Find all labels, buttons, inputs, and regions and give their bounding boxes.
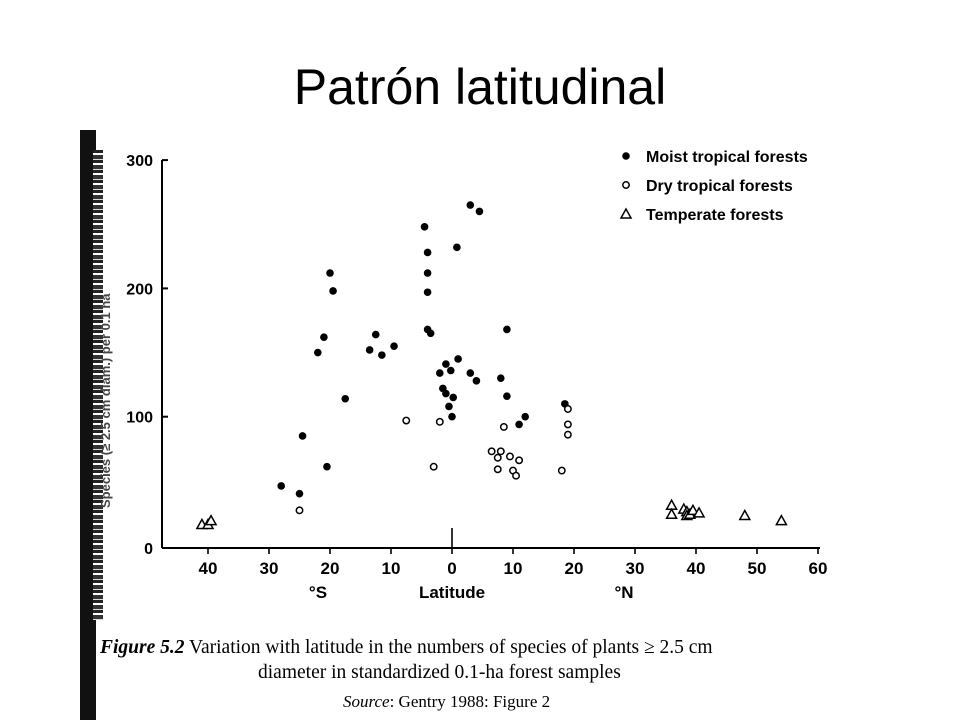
data-point-filled-circle [442, 389, 450, 398]
data-point-filled-circle [323, 462, 331, 471]
source-label: Source [343, 692, 390, 711]
figure-caption: Figure 5.2 Variation with latitude in th… [100, 637, 713, 659]
x-tick-label: 30 [626, 559, 645, 578]
y-tick-label: 300 [126, 153, 153, 170]
data-point-open-triangle [775, 514, 788, 526]
north-hemisphere-label: °N [614, 583, 633, 602]
data-point-filled-circle [466, 369, 475, 377]
x-tick-label: 30 [260, 559, 279, 578]
legend-marker-open-triangle [619, 207, 633, 219]
data-point-open-circle [563, 430, 572, 439]
data-point-open-circle [496, 447, 505, 456]
legend-entry: Temperate forests [646, 207, 784, 224]
data-point-open-circle [515, 456, 524, 465]
legend-entry: Dry tropical forests [646, 178, 793, 195]
scanned-figure [80, 130, 880, 720]
data-point-filled-circle [423, 269, 432, 277]
x-tick-label: 60 [809, 559, 828, 578]
data-point-filled-circle [298, 432, 307, 440]
data-point-filled-circle [378, 351, 386, 359]
data-point-open-triangle [204, 514, 218, 526]
chart-marks [195, 201, 788, 530]
data-point-filled-circle [454, 355, 462, 363]
legend-marker-filled-circle [622, 152, 630, 160]
data-point-filled-circle [446, 366, 455, 375]
y-axis-label: Species (≥ 2.5 cm diam.) per 0.1 ha [98, 293, 113, 508]
legend-entry: Moist tropical forests [646, 149, 808, 166]
data-point-filled-circle [420, 223, 429, 231]
data-point-filled-circle [521, 412, 529, 421]
data-point-open-circle [402, 416, 411, 425]
x-axis-label: Latitude [419, 583, 485, 602]
scan-border [80, 130, 96, 720]
data-point-open-circle [499, 423, 508, 431]
data-point-open-circle [487, 447, 496, 456]
y-tick-label: 100 [126, 410, 153, 427]
data-point-filled-circle [453, 243, 461, 252]
x-tick-label: 40 [687, 559, 706, 578]
caption-line-1: Variation with latitude in the numbers o… [189, 637, 713, 658]
data-point-filled-circle [371, 330, 380, 339]
data-point-filled-circle [497, 374, 505, 383]
legend-marker-open-circle [622, 181, 630, 189]
data-point-filled-circle [472, 376, 481, 385]
figure-source: Source: Gentry 1988: Figure 2 [343, 692, 550, 712]
data-point-open-circle [295, 506, 304, 515]
data-point-open-triangle [692, 506, 706, 518]
data-point-filled-circle [475, 207, 484, 216]
data-point-filled-circle [448, 412, 456, 421]
data-point-open-circle [493, 465, 502, 474]
data-point-open-circle [493, 453, 502, 462]
data-point-open-circle [429, 462, 438, 471]
data-point-open-triangle [665, 507, 678, 519]
data-point-filled-circle [320, 333, 328, 341]
y-tick-label: 0 [144, 541, 153, 558]
figure-label: Figure 5.2 [100, 637, 185, 658]
data-point-filled-circle [329, 287, 337, 295]
x-tick-label: 20 [565, 559, 584, 578]
data-point-open-triangle [738, 508, 752, 521]
data-point-open-triangle [686, 503, 700, 516]
data-point-open-circle [563, 405, 572, 413]
data-point-filled-circle [436, 369, 444, 377]
data-point-filled-circle [314, 348, 322, 357]
data-point-filled-circle [365, 346, 374, 354]
data-point-open-circle [563, 420, 572, 429]
data-point-filled-circle [442, 360, 450, 368]
data-point-filled-circle [466, 201, 475, 209]
data-point-filled-circle [426, 329, 435, 338]
south-hemisphere-label: °S [309, 583, 327, 602]
caption-line-2: diameter in standardized 0.1-ha forest s… [258, 662, 621, 683]
x-tick-label: 20 [321, 559, 340, 578]
data-point-filled-circle [423, 248, 432, 257]
data-point-filled-circle [503, 325, 511, 334]
data-point-filled-circle [515, 420, 523, 429]
data-point-filled-circle [445, 402, 453, 411]
data-point-open-circle [512, 471, 520, 480]
data-point-open-circle [557, 466, 566, 475]
x-tick-label: 0 [447, 559, 456, 578]
data-point-filled-circle [503, 392, 511, 400]
slide-title: Patrón latitudinal [293, 59, 667, 115]
chart-legend: Moist tropical forests Dry tropical fores… [619, 149, 808, 224]
chart-axes [161, 160, 820, 549]
x-tick-label: 50 [748, 559, 767, 578]
x-tick-label: 40 [199, 559, 218, 578]
data-point-filled-circle [277, 482, 286, 490]
data-point-filled-circle [423, 288, 432, 297]
data-point-filled-circle [295, 489, 304, 498]
data-point-filled-circle [326, 269, 334, 277]
data-point-filled-circle [390, 342, 398, 350]
data-point-open-circle [506, 452, 514, 461]
data-point-filled-circle [449, 393, 458, 402]
source-text: : Gentry 1988: Figure 2 [389, 692, 551, 711]
y-tick-label: 200 [126, 281, 153, 298]
x-tick-label: 10 [382, 559, 401, 578]
data-point-open-circle [435, 417, 444, 426]
data-point-filled-circle [341, 394, 350, 403]
x-tick-label: 10 [504, 559, 523, 578]
scan-border-texture [93, 150, 103, 620]
